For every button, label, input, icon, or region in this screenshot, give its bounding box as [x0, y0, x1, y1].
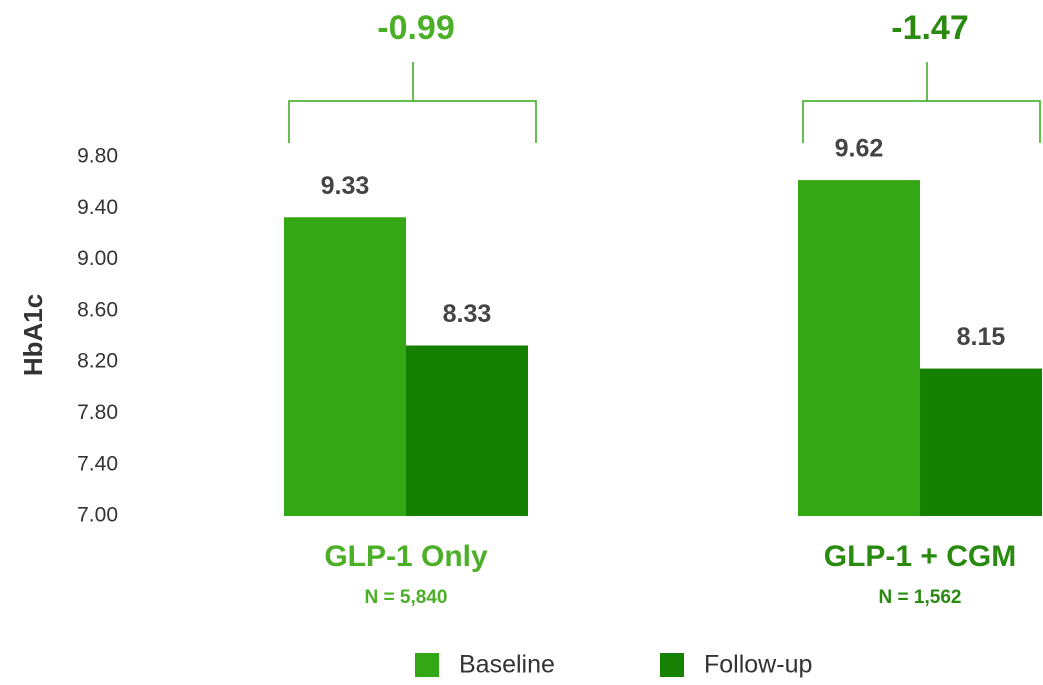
legend-label: Follow-up [704, 651, 812, 679]
category-note: N = 5,840 [365, 587, 448, 608]
bracket [288, 62, 537, 143]
bar [920, 368, 1042, 516]
y-tick-label: 8.20 [77, 350, 118, 373]
bar [798, 180, 920, 517]
bar [284, 217, 406, 516]
data-label: 9.62 [835, 135, 884, 163]
data-label: 9.33 [321, 172, 370, 200]
difference-label: -1.47 [891, 9, 969, 47]
y-tick-label: 7.00 [77, 504, 118, 527]
category-note: N = 1,562 [879, 587, 962, 608]
y-tick-label: 9.00 [77, 247, 118, 270]
y-tick-label: 8.60 [77, 298, 118, 321]
x-tick-label: GLP-1 + CGM [824, 540, 1017, 573]
y-tick-label: 7.40 [77, 452, 118, 475]
y-axis-label: HbA1c [18, 294, 48, 376]
bar [406, 345, 528, 516]
legend-swatch [660, 653, 684, 677]
y-tick-label: 9.80 [77, 145, 118, 168]
bracket [802, 62, 1041, 143]
difference-label: -0.99 [377, 9, 455, 47]
data-label: 8.15 [957, 323, 1006, 351]
x-tick-label: GLP-1 Only [324, 540, 488, 573]
y-tick-label: 9.40 [77, 196, 118, 219]
y-tick-label: 7.80 [77, 401, 118, 424]
data-label: 8.33 [443, 300, 492, 328]
legend-label: Baseline [459, 651, 555, 679]
legend-swatch [415, 653, 439, 677]
